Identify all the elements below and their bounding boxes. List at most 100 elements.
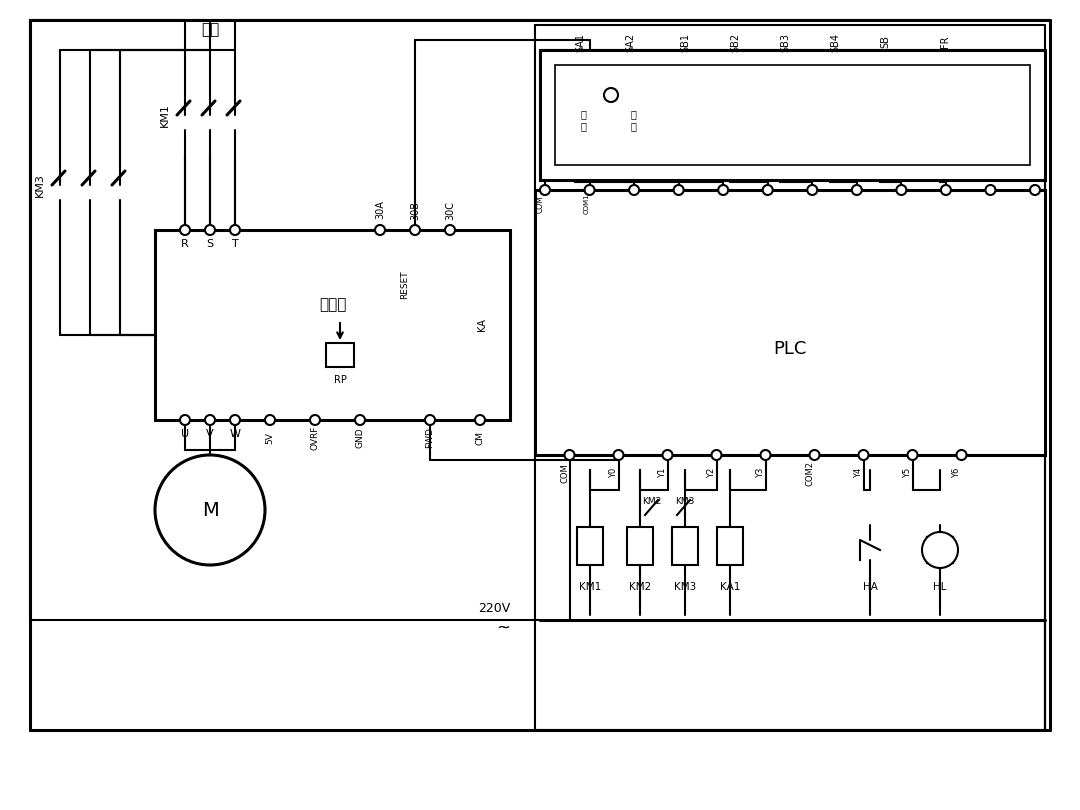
Text: CM: CM — [475, 431, 485, 445]
Circle shape — [613, 450, 623, 460]
Circle shape — [985, 185, 996, 195]
Bar — [326, 343, 354, 367]
Text: KM3: KM3 — [35, 173, 45, 197]
Bar — [627, 527, 653, 565]
Text: KM1: KM1 — [579, 582, 602, 592]
Text: ~: ~ — [496, 619, 510, 637]
Circle shape — [205, 415, 215, 425]
Circle shape — [205, 225, 215, 235]
Circle shape — [604, 88, 618, 102]
Circle shape — [445, 225, 455, 235]
Circle shape — [896, 185, 906, 195]
Text: KA: KA — [477, 318, 487, 331]
Circle shape — [426, 415, 435, 425]
Text: KM2: KM2 — [629, 582, 651, 592]
Bar — [202, 360, 218, 390]
Text: T: T — [231, 239, 239, 249]
Text: COM: COM — [561, 463, 569, 483]
Text: X11: X11 — [1035, 157, 1044, 173]
Circle shape — [1030, 185, 1040, 195]
Circle shape — [674, 185, 684, 195]
Circle shape — [565, 450, 575, 460]
Circle shape — [310, 415, 320, 425]
Bar — [555, 65, 1030, 165]
Circle shape — [230, 415, 240, 425]
Text: SA1: SA1 — [575, 32, 585, 52]
Text: COM: COM — [536, 195, 545, 213]
Circle shape — [810, 450, 820, 460]
Circle shape — [852, 185, 862, 195]
Circle shape — [922, 532, 958, 568]
Text: KM2: KM2 — [643, 497, 662, 506]
Circle shape — [180, 415, 190, 425]
Text: R: R — [181, 239, 189, 249]
Text: 5V: 5V — [266, 432, 274, 444]
Circle shape — [180, 225, 190, 235]
Circle shape — [410, 225, 420, 235]
Text: SB2: SB2 — [730, 32, 740, 52]
Text: HA: HA — [863, 582, 877, 592]
Text: COM2: COM2 — [806, 461, 814, 485]
Text: OVRF: OVRF — [311, 426, 320, 450]
Text: 30B: 30B — [410, 201, 420, 220]
Bar — [672, 527, 698, 565]
Circle shape — [762, 185, 772, 195]
Text: 30A: 30A — [375, 201, 384, 220]
Text: SA2: SA2 — [625, 32, 635, 52]
Circle shape — [859, 450, 868, 460]
Circle shape — [230, 225, 240, 235]
Text: KM3: KM3 — [674, 582, 697, 592]
Text: X3: X3 — [724, 160, 732, 171]
Circle shape — [712, 450, 721, 460]
Text: RUN: RUN — [590, 156, 598, 174]
Circle shape — [957, 450, 967, 460]
Text: Y5: Y5 — [904, 468, 913, 478]
Text: 220V: 220V — [477, 602, 510, 615]
Text: 变频器: 变频器 — [319, 297, 347, 313]
Bar — [156, 350, 270, 415]
Text: X6: X6 — [902, 160, 910, 171]
Bar — [540, 50, 1045, 180]
Circle shape — [629, 185, 639, 195]
Bar — [227, 360, 243, 390]
Text: X4: X4 — [812, 160, 821, 170]
Bar — [177, 360, 193, 390]
Text: SB4: SB4 — [831, 32, 840, 52]
Text: SB1: SB1 — [680, 32, 690, 52]
Text: FWD: FWD — [426, 428, 434, 449]
Text: 30C: 30C — [445, 201, 455, 220]
Text: Y0: Y0 — [609, 468, 619, 478]
Text: S: S — [206, 239, 214, 249]
Text: FR: FR — [278, 377, 292, 387]
Circle shape — [941, 185, 950, 195]
Circle shape — [718, 185, 728, 195]
Text: W: W — [229, 429, 241, 439]
Text: X3: X3 — [768, 160, 777, 171]
Text: 变
频: 变 频 — [630, 109, 636, 130]
Bar — [535, 190, 1045, 455]
Bar — [156, 230, 510, 420]
Circle shape — [265, 415, 275, 425]
Bar — [717, 527, 743, 565]
Text: RP: RP — [334, 375, 347, 385]
Text: Y2: Y2 — [707, 468, 716, 478]
Circle shape — [540, 185, 550, 195]
Text: X0: X0 — [634, 160, 643, 170]
Text: 工
频: 工 频 — [580, 109, 586, 130]
Circle shape — [475, 415, 485, 425]
Text: GND: GND — [355, 428, 365, 448]
Text: X5: X5 — [856, 160, 866, 170]
Text: COM1: COM1 — [583, 194, 590, 215]
Text: FR: FR — [940, 36, 950, 49]
Text: V: V — [206, 429, 214, 439]
Text: KM1: KM1 — [160, 103, 170, 127]
Text: X1: X1 — [678, 160, 688, 170]
Text: Y3: Y3 — [756, 468, 766, 478]
Text: Y6: Y6 — [953, 468, 961, 478]
Bar — [577, 527, 603, 565]
Circle shape — [584, 185, 595, 195]
Text: COM: COM — [545, 156, 554, 175]
Text: RESET: RESET — [401, 271, 409, 300]
Circle shape — [375, 225, 384, 235]
Text: Y1: Y1 — [659, 468, 667, 478]
